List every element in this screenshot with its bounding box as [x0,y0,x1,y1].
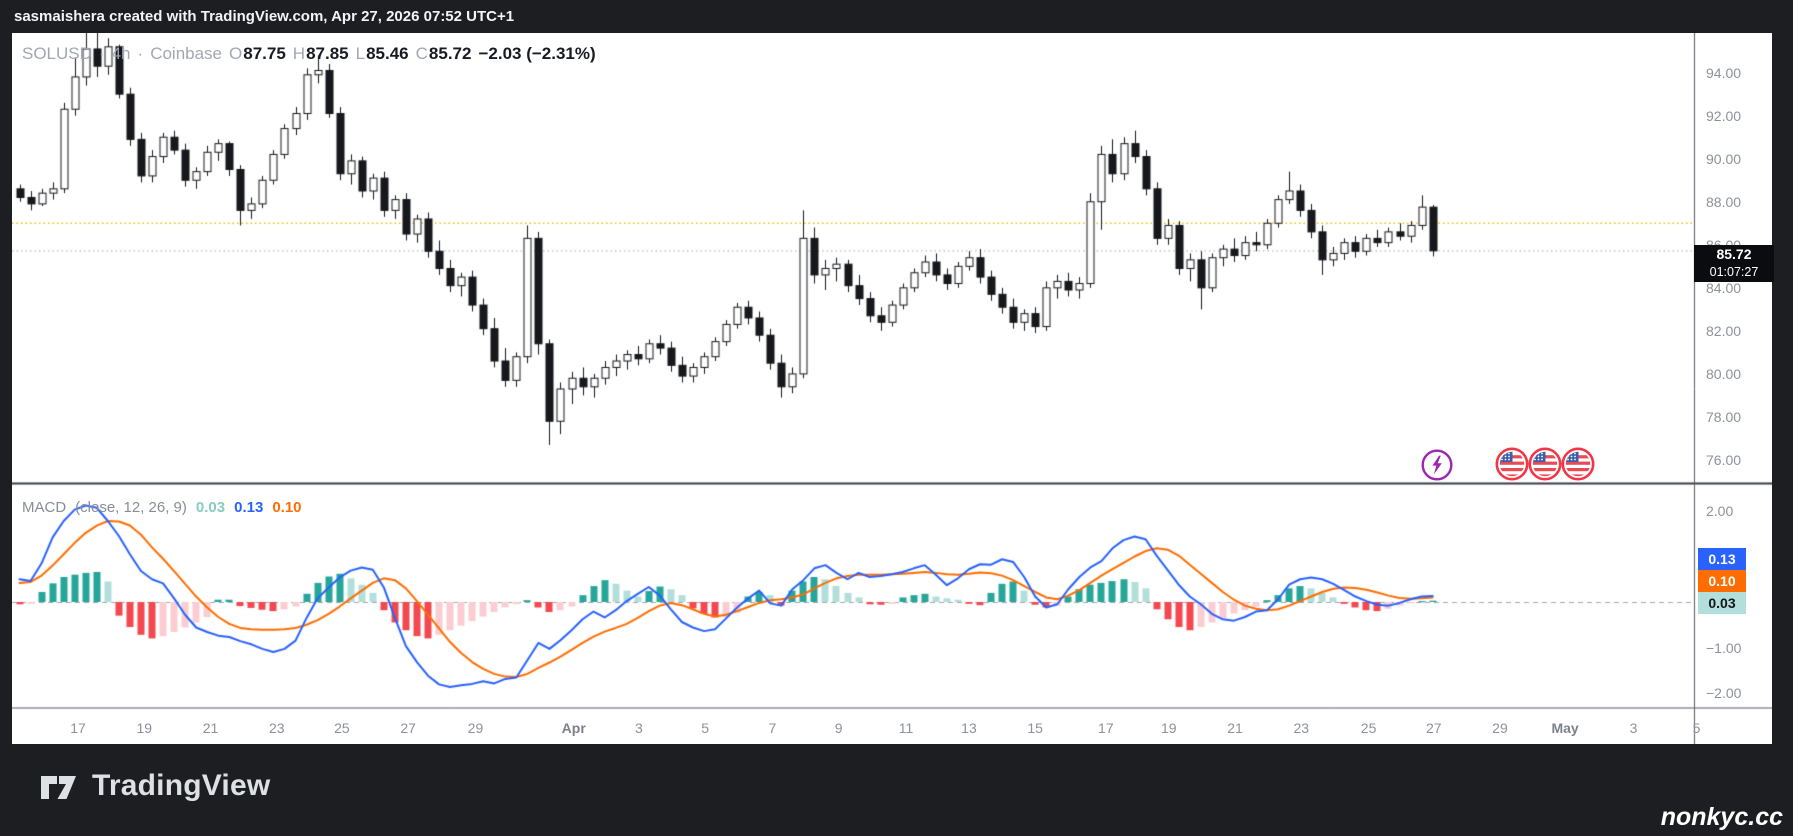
time-tick-label: 29 [467,720,484,736]
tradingview-logo-text: TradingView [92,769,271,802]
ohlc-high: H87.85 [292,44,349,63]
ohlc-open: O87.75 [229,44,286,63]
time-tick-label: 27 [400,720,416,736]
interval-label[interactable]: 4h [111,44,131,63]
time-tick-label: 19 [136,720,153,736]
symbol-name[interactable]: SOLUSD [22,44,92,63]
attribution-bar: sasmaishera created with TradingView.com… [0,0,1793,33]
tradingview-logo[interactable]: TradingView [36,764,270,808]
price-tick-label: 82.00 [1706,322,1742,339]
time-tick-label: 5 [1692,720,1701,736]
time-tick-label: 21 [202,720,219,736]
time-tick-label: 21 [1227,720,1243,736]
legend-separator: · [98,44,105,63]
hist-value-badge: 0.03 [1698,592,1746,614]
us-flag-icon[interactable] [1528,447,1562,481]
macd-tick-label: −2.00 [1706,685,1742,701]
time-tick-label: 25 [334,720,350,736]
us-flag-icon[interactable] [1495,447,1529,481]
change-value: −2.03 (−2.31%) [478,44,596,63]
macd-signal-value: 0.10 [272,499,302,516]
footer-bar: TradingView nonkyc.cc [0,744,1793,836]
bar-countdown: 01:07:27 [1709,264,1759,279]
price-tick-label: 88.00 [1706,193,1742,210]
time-tick-label: 7 [768,720,777,736]
time-tick-label: 15 [1027,720,1043,736]
chart-panel[interactable]: SOLUSD · 4h · Coinbase O87.75 H87.85 L85… [12,33,1774,744]
tradingview-logo-icon [41,776,76,799]
time-tick-label: Apr [561,720,586,736]
time-tick-label: 25 [1360,720,1377,736]
macd-line-value: 0.13 [234,499,264,516]
time-tick-label: 3 [634,720,643,736]
last-price-value: 85.72 [1716,245,1752,262]
time-tick-label: 17 [1098,720,1114,736]
price-tick-label: 80.00 [1706,365,1742,382]
time-tick-label: 11 [898,720,914,736]
time-tick-label: 29 [1492,720,1508,736]
last-price-label: 85.72 01:07:27 [1694,244,1774,282]
watermark-text: nonkyc.cc [1660,803,1783,831]
ohlc-low: L85.46 [355,44,409,63]
time-tick-label: May [1551,720,1579,736]
time-tick-label: 3 [1629,720,1638,736]
signal-value-badge: 0.10 [1698,570,1746,592]
price-tick-label: 78.00 [1706,408,1742,425]
price-tick-label: 76.00 [1706,452,1742,468]
time-tick-label: 5 [701,720,709,736]
us-flag-icon[interactable] [1561,447,1595,481]
symbol-legend[interactable]: SOLUSD · 4h · Coinbase O87.75 H87.85 L85… [22,44,596,64]
time-tick-label: 19 [1160,720,1177,736]
macd-legend[interactable]: MACD (close, 12, 26, 9) 0.03 0.13 0.10 [22,499,302,516]
macd-tick-label: 2.00 [1706,503,1734,519]
macd-title[interactable]: MACD [22,499,67,516]
time-tick-label: 9 [834,720,843,736]
price-tick-label: 92.00 [1706,107,1742,124]
time-tick-label: 17 [70,720,86,736]
time-tick-label: 23 [268,720,285,736]
macd-params: (close, 12, 26, 9) [75,499,187,516]
time-tick-label: 23 [1293,720,1310,736]
lightning-icon[interactable] [1420,448,1454,482]
exchange-label: Coinbase [150,44,223,63]
macd-hist-value: 0.03 [195,499,226,516]
ohlc-close: C85.72 [415,44,472,63]
macd-value-badge: 0.13 [1698,548,1746,570]
chart-canvas[interactable] [12,33,1772,744]
macd-tick-label: −1.00 [1706,639,1742,656]
attribution-text: sasmaishera created with TradingView.com… [14,8,515,25]
price-tick-label: 94.00 [1706,64,1742,81]
price-tick-label: 90.00 [1706,150,1742,167]
legend-separator: · [137,44,144,63]
time-tick-label: 13 [961,720,977,736]
time-tick-label: 27 [1425,720,1442,736]
price-tick-label: 84.00 [1706,279,1742,296]
